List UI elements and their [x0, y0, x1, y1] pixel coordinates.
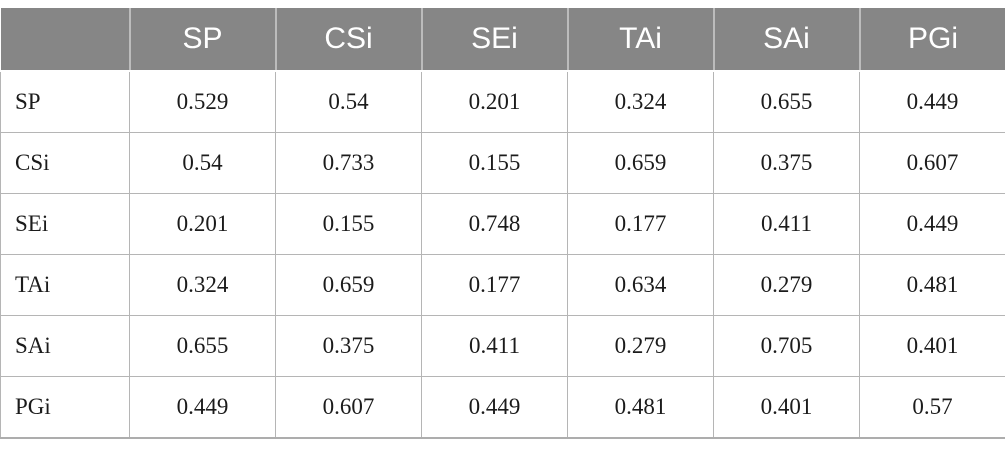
value-cell: 0.411 [713, 193, 860, 255]
table-body: SP 0.529 0.54 0.201 0.324 0.655 0.449 CSi 0.54 0.… [0, 70, 1005, 439]
row-header: SAi [0, 315, 130, 377]
column-header: SAi [712, 8, 860, 72]
table-row: CSi 0.54 0.733 0.155 0.659 0.375 0.607 [0, 132, 1005, 194]
value-cell: 0.748 [421, 193, 568, 255]
value-cell: 0.529 [129, 70, 276, 133]
value-cell: 0.655 [129, 315, 276, 377]
value-cell: 0.733 [275, 132, 422, 194]
value-cell: 0.705 [713, 315, 860, 377]
row-header: TAi [0, 254, 130, 316]
value-cell: 0.279 [567, 315, 714, 377]
value-cell: 0.375 [713, 132, 860, 194]
column-header: SEi [420, 8, 568, 72]
value-cell: 0.54 [129, 132, 276, 194]
table-row: SEi 0.201 0.155 0.748 0.177 0.411 0.449 [0, 193, 1005, 255]
value-cell: 0.449 [859, 193, 1005, 255]
value-cell: 0.54 [275, 70, 422, 133]
value-cell: 0.655 [713, 70, 860, 133]
value-cell: 0.155 [275, 193, 422, 255]
corner-cell [0, 8, 130, 72]
table-row: SAi 0.655 0.375 0.411 0.279 0.705 0.401 [0, 315, 1005, 377]
value-cell: 0.607 [859, 132, 1005, 194]
column-header: TAi [566, 8, 714, 72]
value-cell: 0.481 [567, 376, 714, 439]
value-cell: 0.375 [275, 315, 422, 377]
value-cell: 0.401 [859, 315, 1005, 377]
value-cell: 0.659 [275, 254, 422, 316]
value-cell: 0.449 [859, 70, 1005, 133]
value-cell: 0.155 [421, 132, 568, 194]
value-cell: 0.177 [421, 254, 568, 316]
table-header: SP CSi SEi TAi SAi PGi [0, 8, 1005, 72]
row-header: SEi [0, 193, 130, 255]
value-cell: 0.481 [859, 254, 1005, 316]
value-cell: 0.57 [859, 376, 1005, 439]
value-cell: 0.201 [129, 193, 276, 255]
value-cell: 0.607 [275, 376, 422, 439]
table-row: SP 0.529 0.54 0.201 0.324 0.655 0.449 [0, 70, 1005, 133]
value-cell: 0.279 [713, 254, 860, 316]
column-header: PGi [858, 8, 1005, 72]
value-cell: 0.449 [421, 376, 568, 439]
row-header: SP [0, 70, 130, 133]
header-row: SP CSi SEi TAi SAi PGi [0, 8, 1005, 72]
value-cell: 0.401 [713, 376, 860, 439]
correlation-matrix-table: SP CSi SEi TAi SAi PGi SP 0.529 0.54 0.201 0.324 0… [0, 8, 1005, 439]
row-header: CSi [0, 132, 130, 194]
value-cell: 0.634 [567, 254, 714, 316]
value-cell: 0.324 [129, 254, 276, 316]
column-header: SP [128, 8, 276, 72]
table-row: PGi 0.449 0.607 0.449 0.481 0.401 0.57 [0, 376, 1005, 439]
column-header: CSi [274, 8, 422, 72]
value-cell: 0.411 [421, 315, 568, 377]
row-header: PGi [0, 376, 130, 439]
value-cell: 0.659 [567, 132, 714, 194]
value-cell: 0.449 [129, 376, 276, 439]
table-row: TAi 0.324 0.659 0.177 0.634 0.279 0.481 [0, 254, 1005, 316]
value-cell: 0.177 [567, 193, 714, 255]
value-cell: 0.324 [567, 70, 714, 133]
value-cell: 0.201 [421, 70, 568, 133]
